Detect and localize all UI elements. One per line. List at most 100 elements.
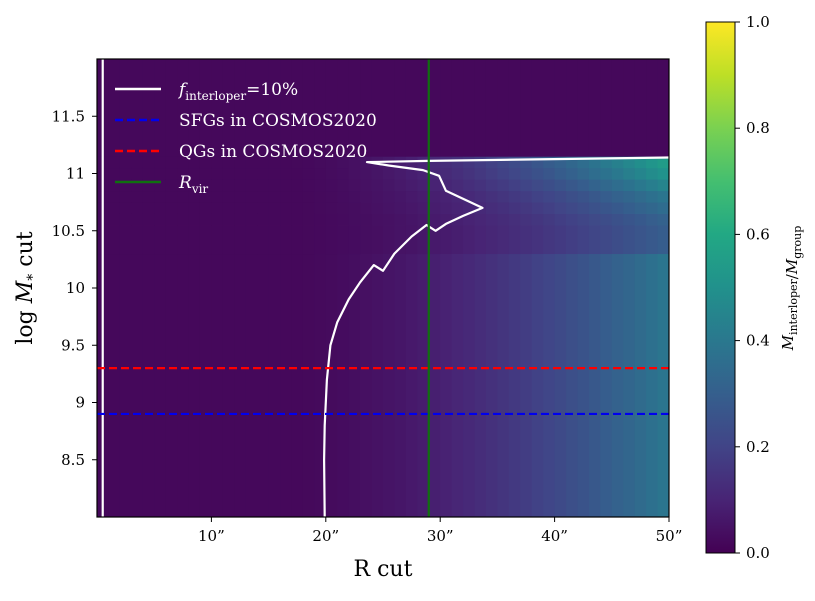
heatmap-cell [302,202,315,214]
heatmap-cell [348,202,361,214]
heatmap-cell [428,213,441,226]
heatmap-cell [463,179,476,192]
heatmap-cell [623,202,636,214]
heatmap-cell [417,190,430,203]
heatmap-cell [314,179,327,192]
heatmap-cell [177,213,190,226]
y-axis-ticks: 8.5 9 9.5 10 10.5 11 11.5 [52,107,97,469]
heatmap-cell [314,190,327,203]
heatmap-cell [177,59,190,157]
heatmap-cell [440,190,453,203]
heatmap-cell [325,59,338,157]
heatmap-cell [463,59,476,157]
heatmap-cell [211,213,224,226]
heatmap-cell [165,167,178,180]
heatmap-cell [337,179,350,192]
heatmap-cell [577,167,590,180]
heatmap-cell [234,156,247,169]
heatmap-cell [463,167,476,180]
heatmap-cell [508,59,521,157]
heatmap-cell [119,253,132,517]
heatmap-cell [257,179,270,192]
heatmap-cells [97,59,669,517]
heatmap-cell [188,179,201,192]
y-axis-label: log M* cut [13,231,41,344]
heatmap-cell [634,59,647,157]
heatmap-cell [165,190,178,203]
heatmap-cell [577,253,590,517]
heatmap-cell [188,253,201,517]
heatmap-cell [554,190,567,203]
heatmap-cell [600,213,613,226]
heatmap-cell [428,156,441,169]
heatmap-cell [657,253,669,517]
heatmap-cell [600,190,613,203]
heatmap-cell [245,190,258,203]
heatmap-cell [245,167,258,180]
heatmap-cell [360,190,373,203]
heatmap-cell [383,253,396,517]
contour-line [323,156,669,517]
heatmap-cell [646,213,659,226]
heatmap-cell [325,202,338,214]
heatmap-cell [234,202,247,214]
heatmap-cell [566,202,579,214]
heatmap-cell [485,156,498,169]
plot-lines [97,59,669,517]
heatmap-cell [394,59,407,157]
heatmap-cell [646,156,659,169]
heatmap-cell [485,253,498,517]
heatmap-cell [360,253,373,517]
heatmap-cell [497,156,510,169]
heatmap-cell [108,59,121,157]
heatmap-cell [485,167,498,180]
heatmap-cell [451,179,464,192]
heatmap-cell [417,213,430,226]
heatmap-cell [440,202,453,214]
heatmap-cell [245,179,258,192]
heatmap-cell [337,167,350,180]
heatmap-cell [634,213,647,226]
heatmap-cell [131,213,144,226]
heatmap-cell [119,213,132,226]
heatmap-cell [142,156,155,169]
heatmap-cell [440,225,453,255]
heatmap-cell [337,202,350,214]
heatmap-cell [383,59,396,157]
heatmap-cell [508,213,521,226]
heatmap-cell [131,59,144,157]
x-tick-label: 10” [198,527,225,545]
heatmap-cell [394,202,407,214]
heatmap-cell [405,225,418,255]
heatmap-cell [371,225,384,255]
heatmap-cell [554,167,567,180]
heatmap-cell [131,253,144,517]
heatmap-cell [268,202,281,214]
heatmap-cell [348,179,361,192]
heatmap-cell [428,225,441,255]
heatmap-cell [485,59,498,157]
heatmap-cell [588,253,601,517]
heatmap-cell [154,59,167,157]
heatmap-cell [588,213,601,226]
heatmap-cell [611,190,624,203]
heatmap-cell [508,202,521,214]
heatmap-cell [600,59,613,157]
heatmap-cell [268,179,281,192]
heatmap-cell [634,179,647,192]
heatmap-cell [405,179,418,192]
heatmap-cell [280,190,293,203]
heatmap-cell [154,225,167,255]
legend: finterloper=10% SFGs in COSMOS2020 QGs in … [115,80,377,196]
heatmap-cell [199,225,212,255]
heatmap-cell [543,59,556,157]
heatmap-cell [646,59,659,157]
heatmap-cell [211,202,224,214]
heatmap-cell [142,225,155,255]
heatmap-cell [383,167,396,180]
heatmap-cell [554,179,567,192]
heatmap-cell [119,179,132,192]
heatmap-cell [531,202,544,214]
